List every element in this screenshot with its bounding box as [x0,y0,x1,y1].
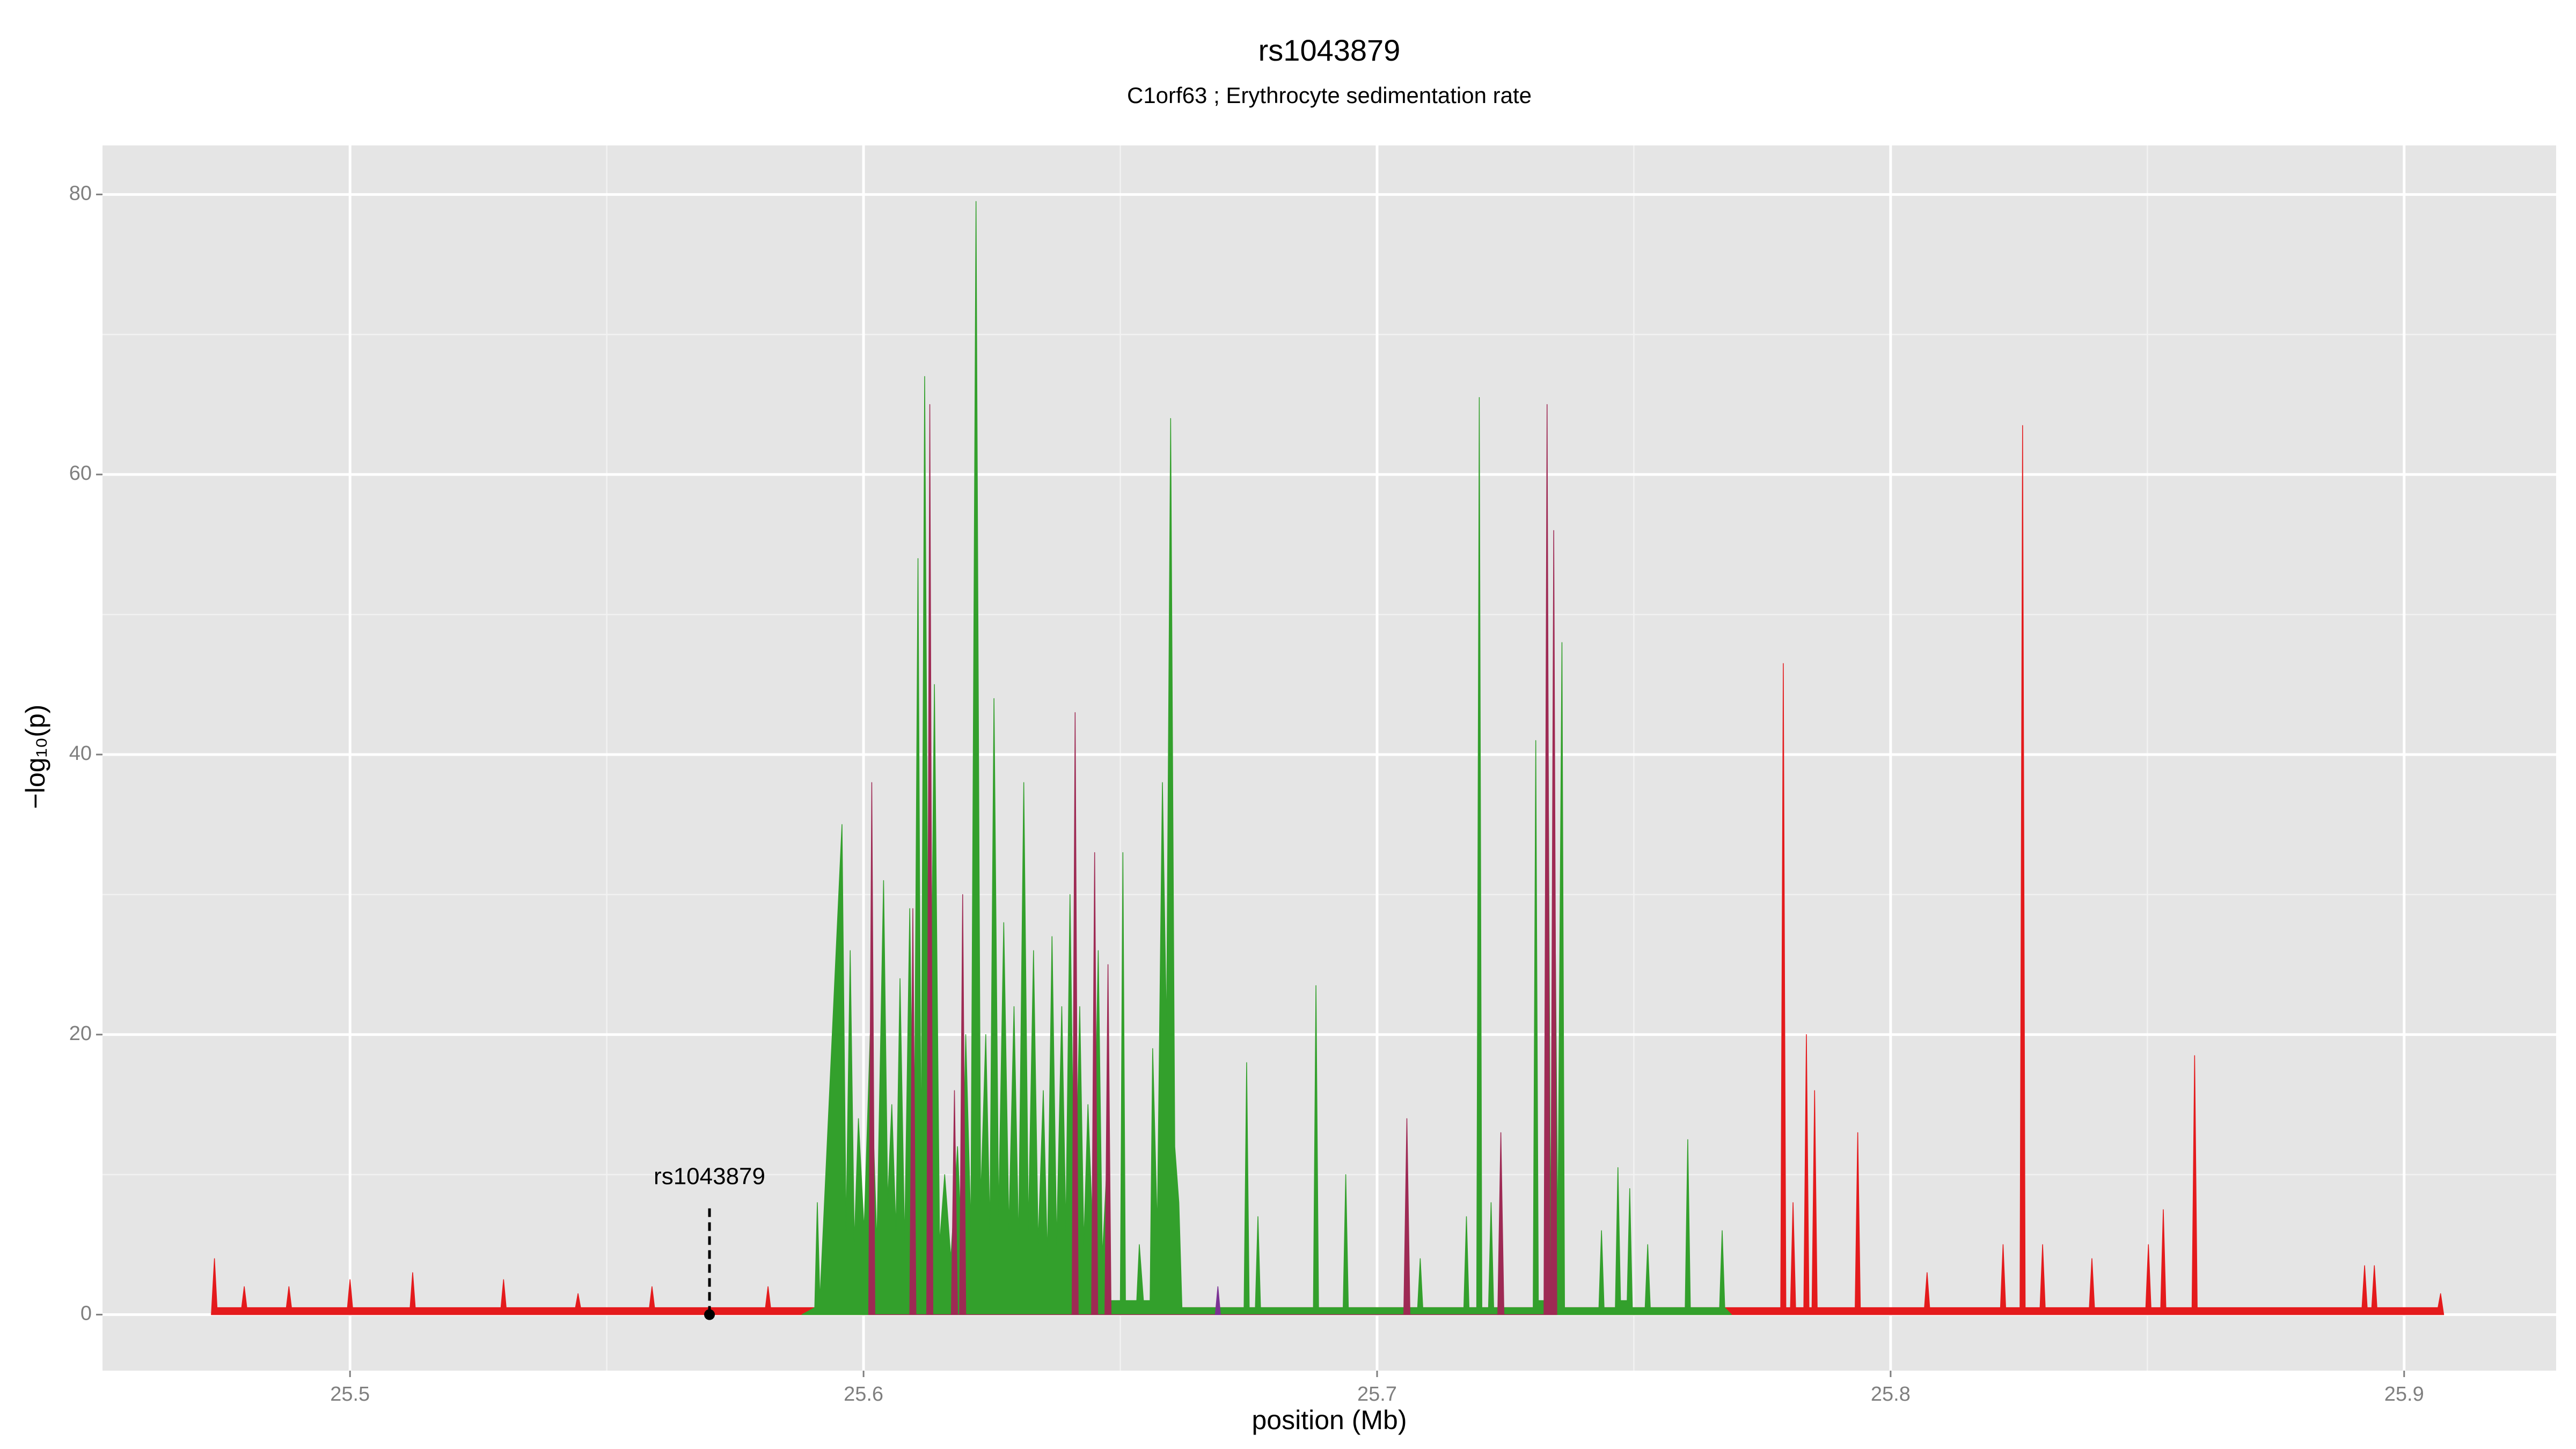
x-tick-label: 25.5 [330,1383,370,1406]
x-axis-label: position (Mb) [1252,1405,1407,1435]
chart-title: rs1043879 [1258,33,1401,67]
x-tick-label: 25.6 [844,1383,883,1406]
y-tick-label: 0 [80,1302,92,1325]
x-tick-label: 25.8 [1871,1383,1911,1406]
y-tick-label: 40 [69,742,92,765]
area [211,425,2445,1315]
area [868,404,1557,1315]
area [801,201,1732,1315]
y-tick-label: 80 [69,182,92,204]
plot-background [103,145,2556,1371]
y-axis-label: −log₁₀(p) [20,705,50,809]
y-tick-label: 20 [69,1022,92,1045]
area [1214,1286,1221,1315]
annotation-label: rs1043879 [654,1163,765,1189]
annotation-point [704,1309,715,1320]
x-tick-label: 25.9 [2384,1383,2424,1406]
y-tick-label: 60 [69,462,92,485]
x-tick-label: 25.7 [1357,1383,1397,1406]
chart-subtitle: C1orf63 ; Erythrocyte sedimentation rate [1127,83,1532,108]
